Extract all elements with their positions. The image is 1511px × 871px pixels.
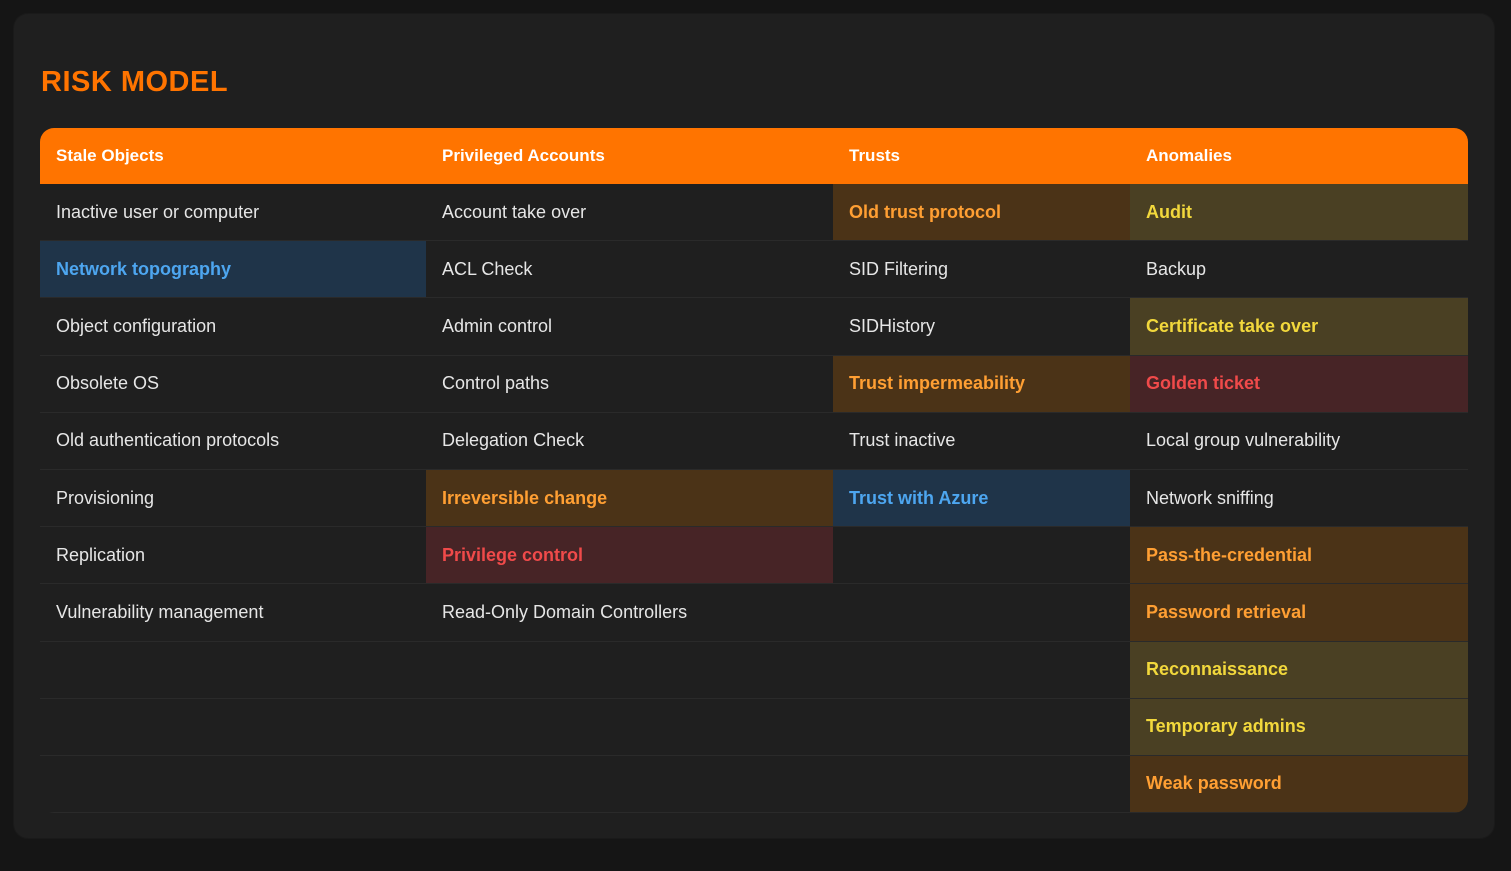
page-title: RISK MODEL [41, 66, 229, 98]
risk-item[interactable]: Backup [1130, 241, 1468, 299]
risk-item[interactable]: Irreversible change [426, 469, 833, 528]
risk-item[interactable]: Audit [1130, 184, 1468, 242]
risk-item[interactable]: Password retrieval [1130, 584, 1468, 642]
empty-cell [40, 642, 426, 699]
risk-item[interactable]: Weak password [1130, 755, 1468, 814]
empty-cell [833, 584, 1130, 642]
column-header: Privileged Accounts [426, 128, 833, 184]
empty-cell [833, 642, 1130, 699]
empty-cell [833, 527, 1130, 585]
risk-item[interactable]: Local group vulnerability [1130, 413, 1468, 470]
risk-item[interactable]: SID Filtering [833, 241, 1130, 299]
risk-item[interactable]: Trust impermeability [833, 355, 1130, 413]
risk-item[interactable]: Network topography [40, 241, 426, 299]
risk-item[interactable]: Old trust protocol [833, 184, 1130, 242]
risk-item[interactable]: Replication [40, 527, 426, 585]
risk-item[interactable]: Delegation Check [426, 413, 833, 470]
risk-item[interactable]: Network sniffing [1130, 470, 1468, 528]
risk-item[interactable]: Control paths [426, 356, 833, 413]
empty-cell [40, 756, 426, 814]
risk-item[interactable]: Pass-the-credential [1130, 527, 1468, 585]
risk-item[interactable]: Old authentication protocols [40, 413, 426, 470]
risk-item[interactable]: Object configuration [40, 298, 426, 356]
empty-cell [426, 699, 833, 756]
risk-model-table: Stale Objects Privileged Accounts Trusts An… [40, 128, 1468, 814]
empty-cell [426, 756, 833, 814]
empty-cell [40, 699, 426, 756]
risk-item[interactable]: Golden ticket [1130, 355, 1468, 413]
risk-item[interactable]: Certificate take over [1130, 298, 1468, 356]
risk-item[interactable]: Privilege control [426, 527, 833, 585]
empty-cell [833, 756, 1130, 814]
risk-item[interactable]: Inactive user or computer [40, 184, 426, 242]
risk-model-panel: RISK MODEL Stale Objects Privileged Accou… [14, 14, 1494, 838]
column-header: Trusts [833, 128, 1130, 184]
risk-item[interactable]: Obsolete OS [40, 356, 426, 413]
empty-cell [833, 699, 1130, 756]
risk-item[interactable]: Reconnaissance [1130, 641, 1468, 699]
risk-item[interactable]: Admin control [426, 298, 833, 356]
column-header: Stale Objects [40, 128, 426, 184]
risk-item[interactable]: Trust inactive [833, 413, 1130, 470]
risk-item[interactable]: Read-Only Domain Controllers [426, 584, 833, 642]
risk-item[interactable]: Temporary admins [1130, 698, 1468, 756]
risk-item[interactable]: Provisioning [40, 470, 426, 528]
risk-item[interactable]: Vulnerability management [40, 584, 426, 642]
risk-item[interactable]: Account take over [426, 184, 833, 242]
empty-cell [426, 642, 833, 699]
risk-item[interactable]: SIDHistory [833, 298, 1130, 356]
risk-item[interactable]: ACL Check [426, 241, 833, 299]
column-header: Anomalies [1130, 128, 1468, 184]
risk-item[interactable]: Trust with Azure [833, 469, 1130, 528]
